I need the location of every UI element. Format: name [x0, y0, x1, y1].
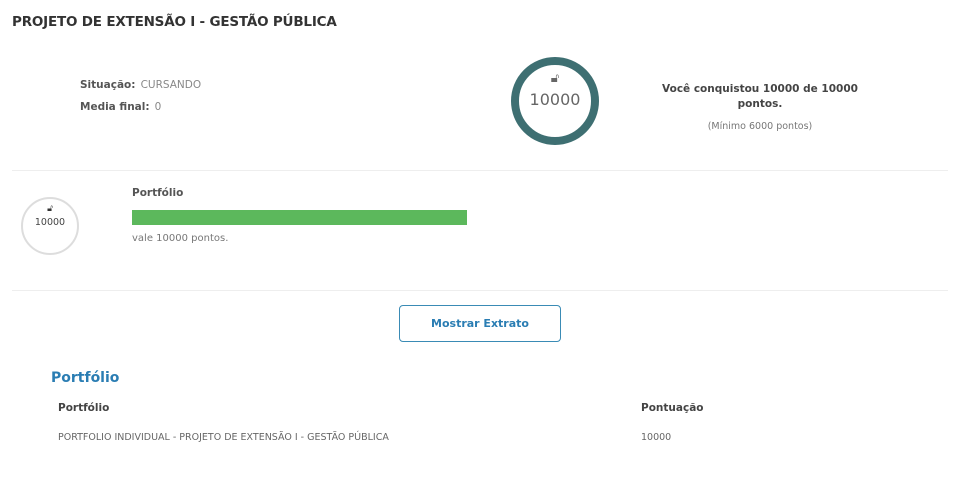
table-cell-pontuacao: 10000	[641, 432, 672, 443]
total-points: 10000	[529, 90, 581, 109]
column-header-pontuacao: Pontuação	[641, 402, 704, 414]
activity-name: Portfólio	[132, 187, 184, 199]
points-ring: 🔓︎ 10000	[511, 57, 599, 145]
page-title: PROJETO DE EXTENSÃO I - GESTÃO PÚBLICA	[12, 14, 337, 30]
situacao-value: CURSANDO	[140, 79, 202, 91]
conquest-text: Você conquistou 10000 de 10000 pontos.	[662, 83, 858, 110]
progress-fill	[132, 210, 467, 225]
column-header-portfolio: Portfólio	[58, 402, 110, 414]
activity-worth: vale 10000 pontos.	[132, 233, 229, 244]
situacao-label: Situação:	[80, 79, 136, 91]
section-title: Portfólio	[51, 370, 120, 386]
table-cell-portfolio: PORTFOLIO INDIVIDUAL - PROJETO DE EXTENS…	[58, 432, 389, 443]
divider	[12, 290, 948, 291]
media-label: Media final:	[80, 101, 150, 113]
unlock-icon: 🔓︎	[550, 71, 560, 86]
minimum-text: (Mínimo 6000 pontos)	[707, 121, 813, 132]
activity-points: 10000	[34, 217, 66, 228]
show-extract-button[interactable]: Mostrar Extrato	[399, 305, 561, 342]
activity-points-circle: 🔓︎ 10000	[21, 197, 79, 255]
activity-progress-bar	[132, 210, 467, 225]
media-value: 0	[154, 101, 162, 113]
media-final: Media final: 0	[80, 95, 161, 114]
situacao: Situação: CURSANDO	[80, 73, 201, 92]
divider	[12, 170, 948, 171]
unlock-icon: 🔓︎	[47, 204, 53, 214]
